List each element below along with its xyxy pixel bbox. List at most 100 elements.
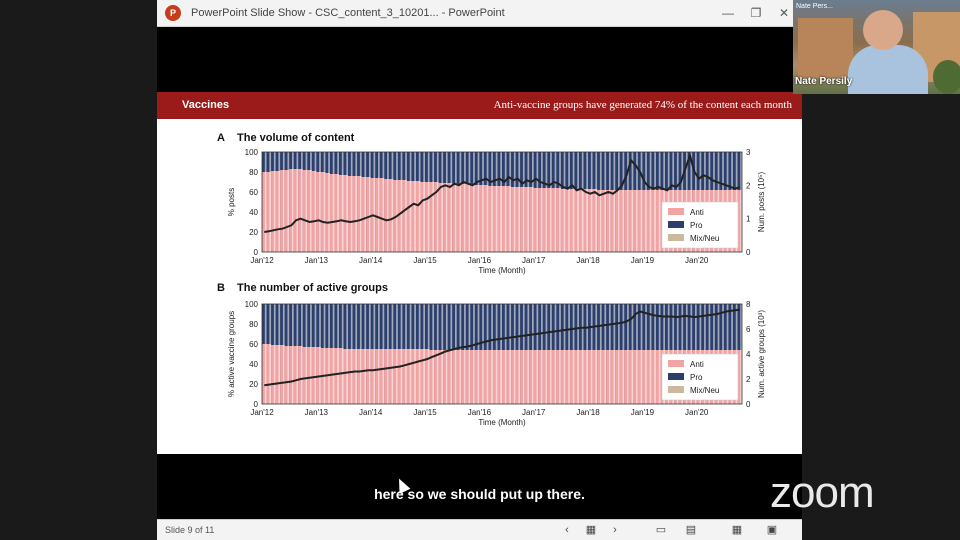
anti-bar (461, 184, 466, 252)
month-stripe (328, 304, 330, 404)
month-stripe (590, 304, 593, 404)
anti-bar (588, 189, 593, 252)
anti-bar (619, 190, 625, 252)
month-stripe (405, 152, 407, 252)
anti-bar (438, 183, 444, 252)
month-stripe (368, 152, 371, 252)
month-stripe (423, 304, 426, 404)
anti-bar (506, 186, 512, 252)
anti-bar (497, 186, 502, 252)
month-stripe (486, 304, 489, 404)
month-stripe (572, 152, 575, 252)
legend-swatch (668, 234, 684, 241)
anti-bar (388, 349, 394, 404)
anti-bar (284, 346, 290, 404)
anti-bar (406, 181, 412, 252)
anti-bar (271, 345, 276, 404)
minimize-button[interactable]: — (722, 6, 734, 20)
anti-bar (646, 190, 652, 252)
month-stripe (572, 304, 575, 404)
chart-active-groups: 0 20 40 60 80 100 0 2 4 6 8 Jan'12 Jan'13 Jan'14 Jan'1… (227, 300, 766, 427)
anti-bar (316, 172, 321, 252)
month-stripe (522, 304, 525, 404)
month-stripe (278, 152, 281, 252)
month-stripe (500, 152, 502, 252)
month-stripe (441, 152, 444, 252)
anti-bar (402, 349, 407, 404)
anti-bar (488, 350, 493, 404)
anti-bar (280, 345, 285, 404)
month-stripe (418, 152, 421, 252)
anti-bar (619, 350, 625, 404)
month-stripe (332, 304, 335, 404)
y2-tick-label: 3 (746, 148, 751, 157)
month-stripe (468, 304, 471, 404)
month-stripe (319, 152, 321, 252)
month-stripe (631, 152, 634, 252)
month-stripe (595, 304, 598, 404)
month-stripe (613, 304, 616, 404)
anti-bar (456, 350, 462, 404)
anti-bar (343, 175, 349, 252)
anti-bar (646, 350, 652, 404)
anti-bar (334, 174, 339, 252)
next-slide-icon[interactable]: › (613, 524, 617, 536)
anti-bar (289, 169, 294, 252)
restore-button[interactable]: ❐ (750, 6, 762, 20)
participant-name: Nate Persily (795, 76, 853, 87)
anti-bar (565, 189, 570, 252)
month-stripe (341, 152, 344, 252)
previous-slide-icon[interactable]: ‹ (565, 524, 569, 536)
anti-bar (388, 179, 394, 252)
month-stripe (645, 304, 647, 404)
month-stripe (658, 152, 661, 252)
close-button[interactable]: ✕ (778, 6, 790, 20)
month-stripe (264, 304, 267, 404)
presenter-view-icon[interactable]: ▣ (766, 524, 778, 536)
participant-shirt (848, 45, 928, 94)
anti-bar (592, 350, 598, 404)
anti-bar (479, 185, 484, 252)
normal-view-icon[interactable]: ▭ (655, 524, 667, 536)
y-tick-label: 80 (249, 320, 258, 329)
y-tick-label: 100 (245, 148, 259, 157)
month-stripe (581, 152, 584, 252)
month-stripe (454, 152, 457, 252)
month-stripe (599, 152, 602, 252)
anti-bar (569, 350, 575, 404)
anti-bar (592, 189, 598, 252)
month-stripe (550, 304, 552, 404)
month-stripe (436, 152, 439, 252)
slideshow-statusbar: Slide 9 of 11 ‹ ▦ › ▭ ▤ ▦ ▣ (157, 519, 802, 540)
anti-bar (266, 172, 272, 252)
month-stripe (396, 152, 398, 252)
anti-bar (397, 349, 403, 404)
anti-bar (434, 350, 439, 404)
anti-bar (420, 182, 426, 252)
grid-view-icon[interactable]: ▦ (731, 524, 743, 536)
anti-bar (737, 190, 742, 252)
reading-view-icon[interactable]: ▤ (685, 524, 697, 536)
anti-bar (624, 190, 629, 252)
anti-bar (438, 350, 444, 404)
month-stripe (604, 304, 607, 404)
anti-bar (411, 181, 416, 252)
legend-label: Pro (690, 373, 703, 382)
month-stripe (513, 304, 516, 404)
y-tick-label: 0 (254, 400, 259, 409)
y2-axis-label: Num. active groups (10³) (757, 310, 766, 398)
month-stripe (418, 304, 421, 404)
month-stripe (427, 152, 430, 252)
anti-bar (420, 349, 426, 404)
month-stripe (287, 152, 290, 252)
month-stripe (491, 152, 493, 252)
chart-volume-of-content: 0 20 40 60 80 100 0 1 2 3 Jan'12 Jan'13 Jan'14 Jan'15… (227, 148, 766, 275)
legend-swatch (668, 386, 684, 393)
y-tick-label: 40 (249, 360, 258, 369)
participant-video[interactable]: Nate Pers... Nate Persily (793, 0, 960, 94)
anti-bar (307, 347, 312, 404)
anti-bar (610, 350, 616, 404)
month-stripe (291, 152, 294, 252)
slide-sorter-icon[interactable]: ▦ (585, 524, 597, 536)
anti-bar (492, 186, 498, 252)
